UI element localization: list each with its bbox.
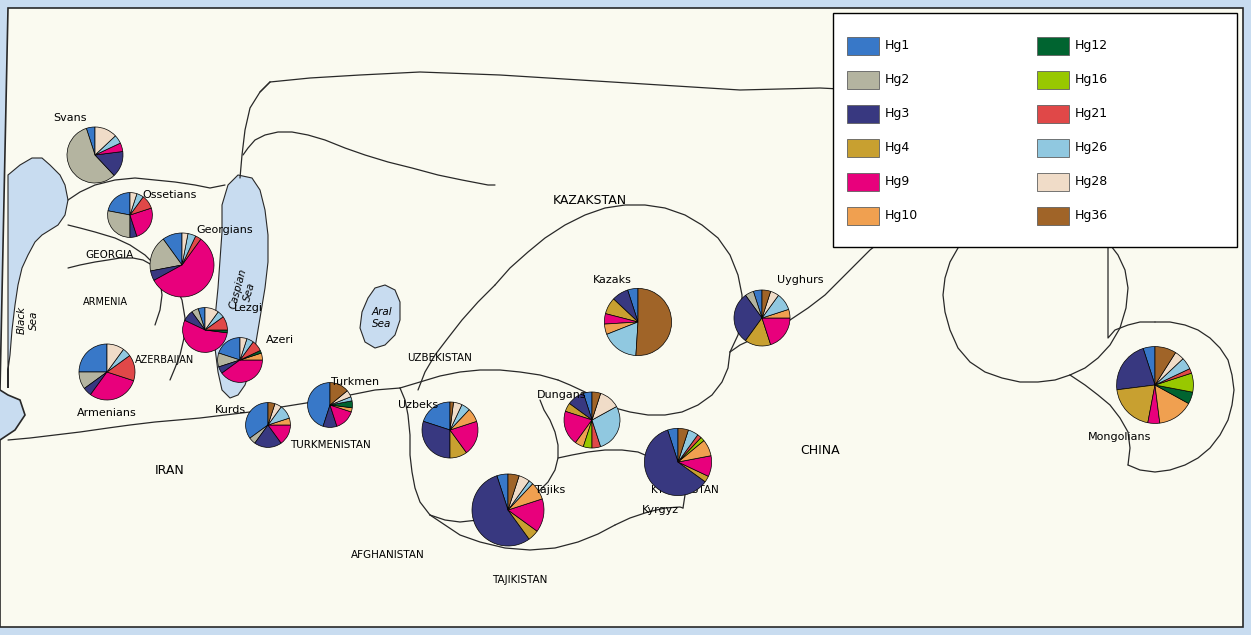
Text: Hg2: Hg2: [884, 74, 911, 86]
Polygon shape: [0, 8, 1243, 627]
Text: Kurds: Kurds: [214, 405, 245, 415]
Text: Lezgi: Lezgi: [234, 303, 263, 313]
FancyBboxPatch shape: [847, 105, 879, 123]
FancyBboxPatch shape: [847, 139, 879, 157]
Text: Black
Sea: Black Sea: [18, 306, 39, 334]
Text: Kyrgyz: Kyrgyz: [642, 505, 678, 515]
Text: Mongolians: Mongolians: [1088, 432, 1152, 442]
Text: IRAN: IRAN: [155, 464, 185, 476]
Text: Hg12: Hg12: [1075, 39, 1108, 53]
FancyBboxPatch shape: [847, 37, 879, 55]
Text: Uyghurs: Uyghurs: [777, 275, 823, 285]
FancyBboxPatch shape: [847, 71, 879, 89]
Text: Azeri: Azeri: [266, 335, 294, 345]
FancyBboxPatch shape: [1037, 173, 1070, 191]
Text: Hg16: Hg16: [1075, 74, 1108, 86]
Text: UZBEKISTAN: UZBEKISTAN: [408, 353, 473, 363]
Text: Hg4: Hg4: [884, 142, 911, 154]
Text: Armenians: Armenians: [78, 408, 136, 418]
Text: Aral
Sea: Aral Sea: [372, 307, 393, 329]
Polygon shape: [8, 158, 68, 388]
FancyBboxPatch shape: [1037, 71, 1070, 89]
FancyBboxPatch shape: [833, 13, 1237, 247]
Text: Tajiks: Tajiks: [535, 485, 565, 495]
Text: AFGHANISTAN: AFGHANISTAN: [352, 550, 425, 560]
Text: Hg1: Hg1: [884, 39, 911, 53]
Text: MONGOLIA: MONGOLIA: [929, 235, 991, 245]
Text: AZERBAIJAN: AZERBAIJAN: [135, 355, 195, 365]
Text: KYRGYZSTAN: KYRGYZSTAN: [651, 485, 719, 495]
Text: Kazaks: Kazaks: [593, 275, 632, 285]
Text: Hg10: Hg10: [884, 210, 918, 222]
Text: Hg21: Hg21: [1075, 107, 1108, 121]
Text: Hg9: Hg9: [884, 175, 911, 189]
FancyBboxPatch shape: [847, 173, 879, 191]
Text: Uzbeks: Uzbeks: [398, 400, 438, 410]
FancyBboxPatch shape: [1037, 139, 1070, 157]
Text: Dungans: Dungans: [537, 390, 587, 400]
Text: CHINA: CHINA: [801, 443, 839, 457]
Text: Hg28: Hg28: [1075, 175, 1108, 189]
Text: GEORGIA: GEORGIA: [86, 250, 134, 260]
Text: Hg36: Hg36: [1075, 210, 1108, 222]
Polygon shape: [360, 285, 400, 348]
FancyBboxPatch shape: [1037, 105, 1070, 123]
Polygon shape: [215, 175, 268, 398]
Text: KAZAKSTAN: KAZAKSTAN: [553, 194, 627, 206]
Text: Georgians: Georgians: [196, 225, 253, 235]
Text: Hg3: Hg3: [884, 107, 911, 121]
Text: TURKMENISTAN: TURKMENISTAN: [290, 440, 370, 450]
Text: Hg26: Hg26: [1075, 142, 1108, 154]
FancyBboxPatch shape: [1037, 37, 1070, 55]
Text: ARMENIA: ARMENIA: [83, 297, 128, 307]
Text: Caspian
Sea: Caspian Sea: [228, 267, 260, 313]
FancyBboxPatch shape: [847, 207, 879, 225]
Text: Svans: Svans: [54, 113, 86, 123]
Text: Ossetians: Ossetians: [143, 190, 198, 200]
FancyBboxPatch shape: [1037, 207, 1070, 225]
Text: Turkmen: Turkmen: [332, 377, 379, 387]
Text: TAJIKISTAN: TAJIKISTAN: [493, 575, 548, 585]
